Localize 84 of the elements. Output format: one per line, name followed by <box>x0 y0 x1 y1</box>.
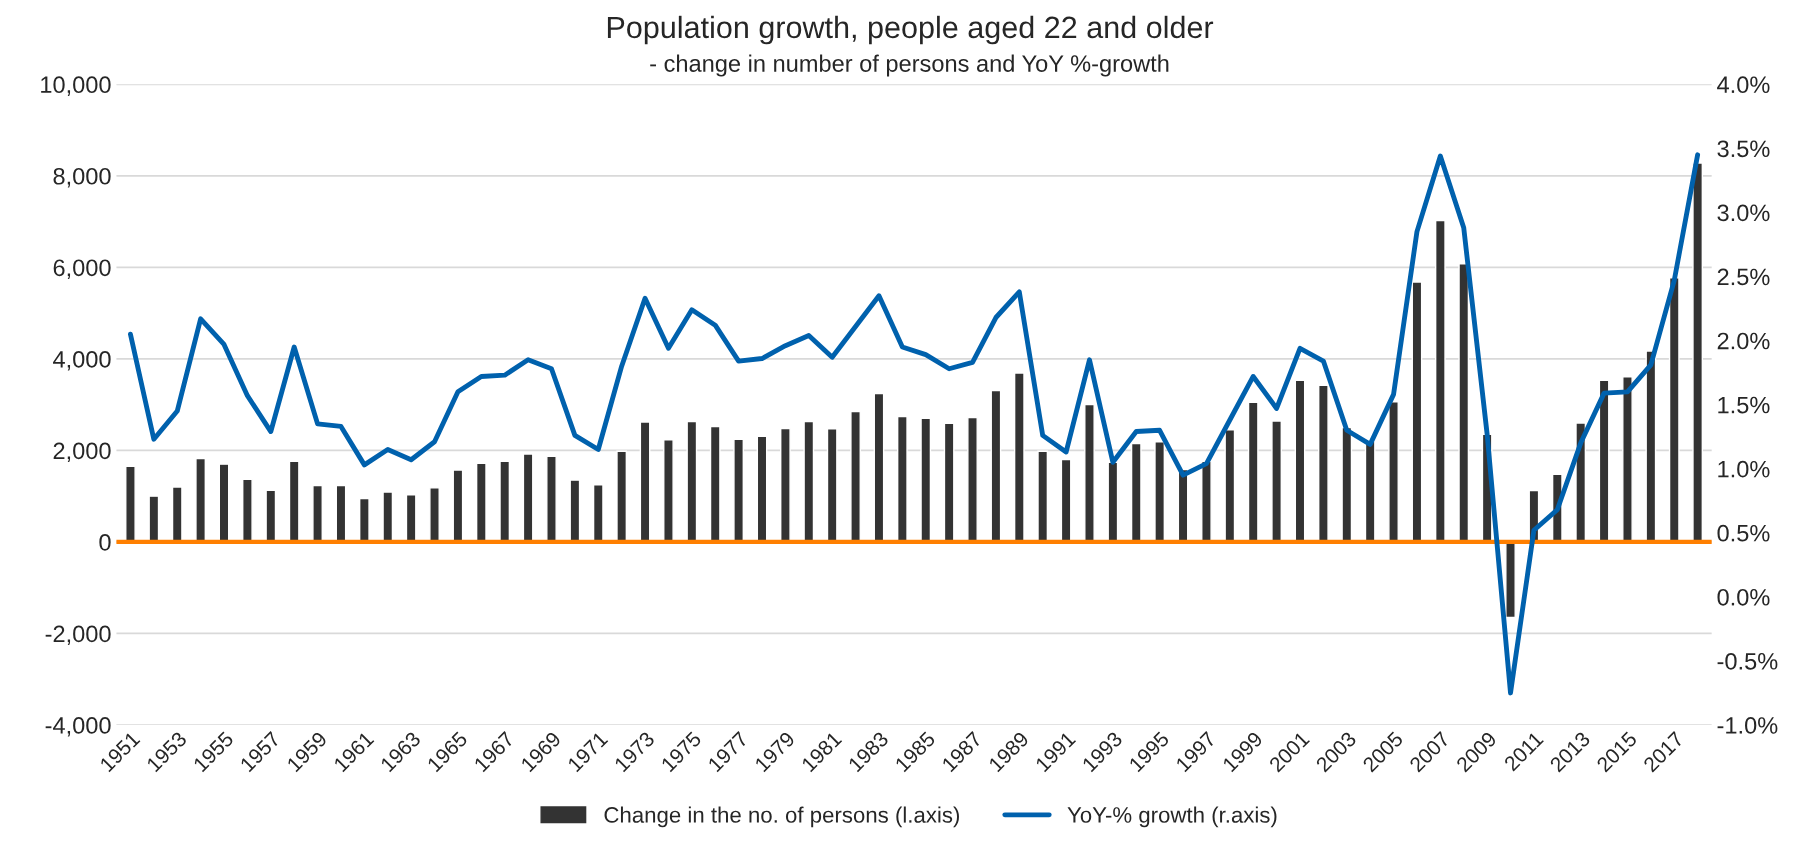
bar <box>429 487 440 543</box>
bar <box>312 484 323 543</box>
y2-tick-label: 3.0% <box>1717 204 1770 222</box>
bar <box>1037 450 1049 543</box>
legend-label: Change in the no. of persons (l.axis) <box>604 806 959 828</box>
bar <box>850 410 861 543</box>
bar <box>1013 372 1025 543</box>
bar <box>803 420 815 543</box>
y-tick-label: 10,000 <box>41 76 111 96</box>
bar <box>1201 460 1212 543</box>
y-tick-label: 2,000 <box>53 442 111 462</box>
line-series <box>128 152 1701 696</box>
bar <box>1247 401 1259 543</box>
bar <box>1060 458 1072 543</box>
bar <box>756 435 768 543</box>
bar <box>1668 277 1680 543</box>
bar <box>1271 420 1282 543</box>
bar <box>1411 281 1423 543</box>
bar <box>1364 440 1376 543</box>
bar <box>663 439 674 543</box>
y-tick-label: -2,000 <box>45 625 111 646</box>
bar <box>990 389 1002 543</box>
bar <box>1388 401 1399 543</box>
bar <box>218 463 230 543</box>
y-tick-label: 8,000 <box>53 167 111 188</box>
bar <box>733 438 744 543</box>
bar <box>499 460 511 543</box>
bar <box>686 420 698 543</box>
y2-tick-label: 2.5% <box>1717 268 1770 286</box>
bar <box>405 494 417 543</box>
bar <box>195 457 206 543</box>
bar <box>709 425 721 543</box>
bar <box>1154 441 1166 543</box>
bar <box>1645 350 1657 543</box>
y2-tick-label: -0.5% <box>1717 652 1778 670</box>
y2-tick-label: -1.0% <box>1717 717 1778 734</box>
bar <box>148 495 160 543</box>
bar <box>546 455 557 543</box>
bar <box>967 416 978 543</box>
bar <box>1692 162 1704 543</box>
bar <box>826 428 838 543</box>
bar <box>1084 403 1095 543</box>
y2-tick-label: 4.0% <box>1717 76 1770 94</box>
y2-tick-label: 1.5% <box>1718 396 1770 414</box>
bar <box>896 415 908 543</box>
bar <box>639 421 651 543</box>
y2-tick-label: 0.5% <box>1717 524 1770 542</box>
bar <box>569 479 581 543</box>
bar <box>522 453 534 543</box>
bar <box>1130 442 1142 543</box>
bar <box>920 417 932 543</box>
bar <box>592 484 604 543</box>
bar <box>616 450 628 543</box>
y2-tick-label: 1.0% <box>1718 460 1770 478</box>
bar <box>1622 376 1633 543</box>
bar <box>288 460 300 543</box>
bar <box>242 478 253 543</box>
bar <box>943 422 955 543</box>
bar <box>1107 461 1119 543</box>
bar <box>1458 262 1470 543</box>
chart-subtitle: - change in number of persons and YoY %-growth <box>650 54 1169 77</box>
bar <box>358 497 370 543</box>
chart-title: Population growth, people aged 22 and older <box>607 15 1214 45</box>
bar <box>1224 429 1236 543</box>
bar <box>1341 426 1353 543</box>
bar <box>873 392 885 543</box>
y-tick-label: 0 <box>99 534 111 551</box>
bar <box>382 491 394 543</box>
bar <box>1434 219 1446 543</box>
bar <box>780 427 791 543</box>
bar <box>171 486 183 543</box>
bar <box>1294 379 1306 543</box>
bar <box>265 489 277 543</box>
bar <box>452 469 464 543</box>
bar <box>475 462 487 543</box>
y-tick-label: 6,000 <box>53 259 111 279</box>
y2-tick-label: 3.5% <box>1717 140 1770 158</box>
y-tick-label: 4,000 <box>53 350 111 371</box>
y2-tick-label: 0.0% <box>1717 588 1770 606</box>
bar <box>125 465 136 543</box>
y2-tick-label: 2.0% <box>1717 332 1770 350</box>
legend-label: YoY-% growth (r.axis) <box>1067 806 1277 828</box>
bar <box>1505 541 1516 619</box>
bar <box>1318 384 1329 543</box>
